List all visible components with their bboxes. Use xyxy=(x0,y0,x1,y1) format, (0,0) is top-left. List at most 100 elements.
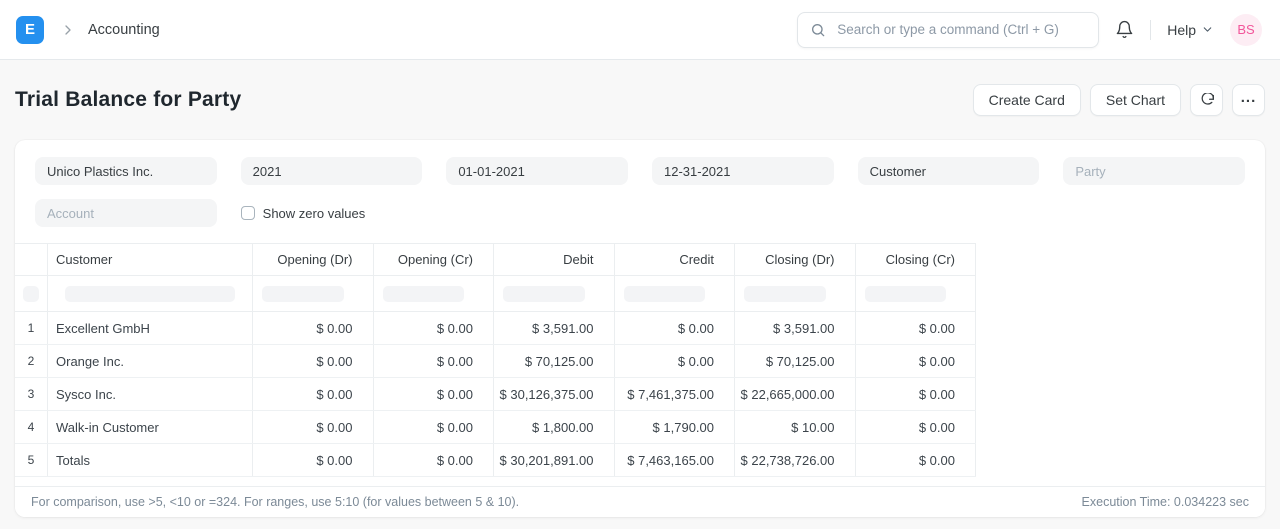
amount-cell[interactable]: $ 0.00 xyxy=(374,444,494,476)
amount-cell[interactable]: $ 70,125.00 xyxy=(494,345,615,377)
opening-cr-filter-cell xyxy=(374,276,494,311)
table-header: Customer Opening (Dr) Opening (Cr) Debit Cre… xyxy=(15,244,976,275)
amount-cell[interactable]: $ 7,461,375.00 xyxy=(615,378,735,410)
chevron-down-icon xyxy=(1203,27,1212,32)
amount-cell[interactable]: $ 0.00 xyxy=(856,345,976,377)
amount-cell[interactable]: $ 1,790.00 xyxy=(615,411,735,443)
column-header-opening-cr[interactable]: Opening (Cr) xyxy=(374,244,494,275)
amount-cell[interactable]: $ 7,463,165.00 xyxy=(615,444,735,476)
customer-cell[interactable]: Orange Inc. xyxy=(48,345,253,377)
opening-dr-column-filter-input[interactable] xyxy=(262,285,344,302)
search-icon xyxy=(810,22,826,38)
amount-cell[interactable]: $ 0.00 xyxy=(615,345,735,377)
amount-cell[interactable]: $ 3,591.00 xyxy=(494,312,615,344)
amount-cell[interactable]: $ 0.00 xyxy=(615,312,735,344)
show-zero-values-label: Show zero values xyxy=(262,205,366,221)
table-row: 1 Excellent GmbH $ 0.00 $ 0.00 $ 3,591.00 $ 0… xyxy=(15,312,976,345)
customer-filter-cell xyxy=(48,276,253,311)
column-header-closing-cr[interactable]: Closing (Cr) xyxy=(856,244,976,275)
amount-cell[interactable]: $ 1,800.00 xyxy=(494,411,615,443)
amount-cell[interactable]: $ 0.00 xyxy=(374,312,494,344)
show-zero-values-checkbox[interactable] xyxy=(240,206,255,220)
execution-time: Execution Time: 0.034223 sec xyxy=(1081,495,1249,509)
filter-row-1 xyxy=(35,157,1245,185)
refresh-button[interactable] xyxy=(1190,84,1223,116)
chevron-right-icon xyxy=(60,22,76,38)
account-filter[interactable] xyxy=(35,199,217,227)
create-card-button[interactable]: Create Card xyxy=(972,84,1081,116)
amount-cell[interactable]: $ 0.00 xyxy=(856,312,976,344)
amount-cell[interactable]: $ 0.00 xyxy=(856,411,976,443)
customer-column-filter-input[interactable] xyxy=(65,285,235,302)
filter-section: Show zero values xyxy=(15,140,1265,243)
closing-cr-filter-cell xyxy=(856,276,976,311)
row-index: 1 xyxy=(15,312,48,344)
ellipsis-icon: ... xyxy=(1240,88,1257,106)
search-input[interactable] xyxy=(835,21,1087,38)
amount-cell[interactable]: $ 3,591.00 xyxy=(735,312,856,344)
table-rows: 1 Excellent GmbH $ 0.00 $ 0.00 $ 3,591.00 $ 0… xyxy=(15,312,976,477)
row-index: 3 xyxy=(15,378,48,410)
filter-row-2: Show zero values xyxy=(35,199,1245,227)
amount-cell[interactable]: $ 0.00 xyxy=(253,312,374,344)
set-chart-button[interactable]: Set Chart xyxy=(1089,84,1181,116)
column-header-customer[interactable]: Customer xyxy=(48,244,253,275)
serial-filter-input[interactable] xyxy=(23,285,39,302)
serial-column-header xyxy=(15,244,48,275)
closing-dr-column-filter-input[interactable] xyxy=(744,285,826,302)
amount-cell[interactable]: $ 0.00 xyxy=(253,378,374,410)
amount-cell[interactable]: $ 0.00 xyxy=(374,345,494,377)
column-header-credit[interactable]: Credit xyxy=(615,244,735,275)
more-options-button[interactable]: ... xyxy=(1232,84,1265,116)
table-row: 3 Sysco Inc. $ 0.00 $ 0.00 $ 30,126,375.00 $ … xyxy=(15,378,976,411)
party-filter[interactable] xyxy=(1063,157,1245,185)
app-logo-letter: E xyxy=(24,21,35,38)
top-navbar: E Accounting Help BS xyxy=(0,0,1280,60)
amount-cell[interactable]: $ 0.00 xyxy=(253,411,374,443)
closing-dr-filter-cell xyxy=(735,276,856,311)
customer-cell[interactable]: Totals xyxy=(48,444,253,476)
table-row: 4 Walk-in Customer $ 0.00 $ 0.00 $ 1,800.00 $… xyxy=(15,411,976,444)
table-row: 2 Orange Inc. $ 0.00 $ 0.00 $ 70,125.00 $ 0.0… xyxy=(15,345,976,378)
from-date-filter[interactable] xyxy=(446,157,628,185)
amount-cell[interactable]: $ 0.00 xyxy=(856,378,976,410)
column-header-debit[interactable]: Debit xyxy=(494,244,615,275)
customer-cell[interactable]: Sysco Inc. xyxy=(48,378,253,410)
opening-dr-filter-cell xyxy=(253,276,374,311)
opening-cr-column-filter-input[interactable] xyxy=(382,285,464,302)
amount-cell[interactable]: $ 30,126,375.00 xyxy=(494,378,615,410)
amount-cell[interactable]: $ 0.00 xyxy=(374,411,494,443)
column-header-closing-dr[interactable]: Closing (Dr) xyxy=(735,244,856,275)
notifications-bell-icon[interactable] xyxy=(1115,20,1134,39)
table-row: 5 Totals $ 0.00 $ 0.00 $ 30,201,891.00 $ 7,46… xyxy=(15,444,976,477)
amount-cell[interactable]: $ 0.00 xyxy=(856,444,976,476)
company-filter[interactable] xyxy=(35,157,217,185)
closing-cr-column-filter-input[interactable] xyxy=(864,285,946,302)
row-index: 4 xyxy=(15,411,48,443)
amount-cell[interactable]: $ 22,665,000.00 xyxy=(735,378,856,410)
help-menu[interactable]: Help xyxy=(1167,22,1214,38)
show-zero-values-group: Show zero values xyxy=(240,199,628,227)
amount-cell[interactable]: $ 22,738,726.00 xyxy=(735,444,856,476)
credit-column-filter-input[interactable] xyxy=(623,285,705,302)
customer-cell[interactable]: Walk-in Customer xyxy=(48,411,253,443)
customer-cell[interactable]: Excellent GmbH xyxy=(48,312,253,344)
column-header-opening-dr[interactable]: Opening (Dr) xyxy=(253,244,374,275)
fiscal-year-filter[interactable] xyxy=(240,157,423,185)
app-logo[interactable]: E xyxy=(16,15,44,44)
party-type-filter[interactable] xyxy=(857,157,1040,185)
amount-cell[interactable]: $ 30,201,891.00 xyxy=(494,444,615,476)
amount-cell[interactable]: $ 0.00 xyxy=(253,345,374,377)
help-label: Help xyxy=(1167,21,1196,38)
to-date-filter[interactable] xyxy=(652,157,834,185)
avatar[interactable]: BS xyxy=(1230,13,1262,46)
breadcrumb-accounting[interactable]: Accounting xyxy=(88,21,160,38)
amount-cell[interactable]: $ 10.00 xyxy=(735,411,856,443)
amount-cell[interactable]: $ 0.00 xyxy=(253,444,374,476)
amount-cell[interactable]: $ 0.00 xyxy=(374,378,494,410)
global-search[interactable] xyxy=(797,11,1100,48)
row-index: 2 xyxy=(15,345,48,377)
debit-column-filter-input[interactable] xyxy=(503,285,585,302)
amount-cell[interactable]: $ 70,125.00 xyxy=(735,345,856,377)
